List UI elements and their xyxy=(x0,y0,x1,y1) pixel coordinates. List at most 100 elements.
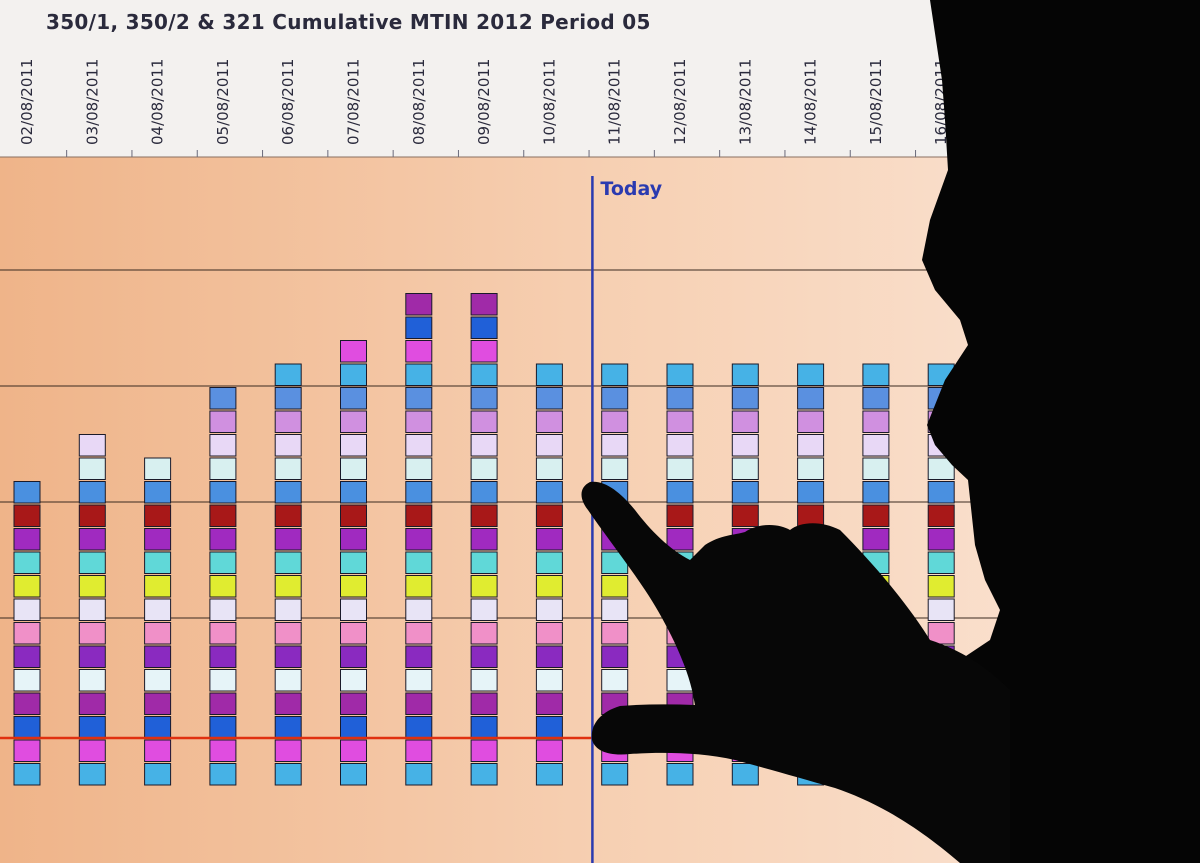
bar-segment xyxy=(797,457,825,480)
bar-segment xyxy=(340,387,367,410)
bar-segment xyxy=(927,434,955,457)
bar-segment xyxy=(405,551,433,574)
bar-segment xyxy=(535,669,563,692)
bar-segment xyxy=(144,622,172,645)
bar-segment xyxy=(78,739,106,762)
bar-segment xyxy=(470,645,498,668)
bar-segment xyxy=(340,598,367,621)
bar-segment xyxy=(731,387,759,410)
bar-segment xyxy=(927,716,955,739)
bar-segment xyxy=(209,481,237,504)
bar-segment xyxy=(13,692,41,715)
x-tick-label: 09/08/2011 xyxy=(475,59,493,145)
bar-segment xyxy=(797,410,825,433)
bar-segment xyxy=(78,598,106,621)
bar-04/08/2011 xyxy=(144,457,172,786)
bar-06/08/2011 xyxy=(274,363,302,786)
bar-09/08/2011 xyxy=(470,293,498,786)
bar-08/08/2011 xyxy=(405,293,433,786)
bar-segment xyxy=(601,410,629,433)
bar-segment xyxy=(927,410,955,433)
x-tick-label: 13/08/2011 xyxy=(736,59,754,145)
bar-segment xyxy=(144,645,172,668)
bar-segment xyxy=(405,622,433,645)
bar-segment xyxy=(666,716,694,739)
bar-segment xyxy=(927,363,955,386)
bar-segment xyxy=(340,622,367,645)
bar-segment xyxy=(731,692,759,715)
bar-segment xyxy=(405,434,433,457)
bar-segment xyxy=(405,387,433,410)
bar-segment xyxy=(405,598,433,621)
bar-segment xyxy=(601,457,629,480)
bar-segment xyxy=(666,622,694,645)
bar-segment xyxy=(274,434,302,457)
bar-segment xyxy=(797,575,825,598)
bar-segment xyxy=(601,739,629,762)
bar-segment xyxy=(470,692,498,715)
bar-segment xyxy=(405,528,433,551)
bar-segment xyxy=(209,410,237,433)
bar-segment xyxy=(666,363,694,386)
bar-segment xyxy=(470,293,498,316)
bar-segment xyxy=(13,551,41,574)
bar-segment xyxy=(274,716,302,739)
bar-segment xyxy=(209,551,237,574)
bar-segment xyxy=(601,763,629,786)
bar-segment xyxy=(535,387,563,410)
bar-segment xyxy=(862,716,890,739)
bar-segment xyxy=(927,481,955,504)
x-tick-label: 04/08/2011 xyxy=(149,59,167,145)
bar-segment xyxy=(535,434,563,457)
bar-segment xyxy=(209,434,237,457)
bar-segment xyxy=(78,504,106,527)
x-tick-label: 02/08/2011 xyxy=(18,59,36,145)
bar-segment xyxy=(731,739,759,762)
bar-segment xyxy=(535,457,563,480)
bar-segment xyxy=(601,575,629,598)
x-tick-label: 12/08/2011 xyxy=(671,59,689,145)
bar-segment xyxy=(862,692,890,715)
bar-segment xyxy=(927,763,955,786)
bar-segment xyxy=(78,645,106,668)
bar-segment xyxy=(209,763,237,786)
bar-segment xyxy=(862,739,890,762)
bar-segment xyxy=(209,575,237,598)
x-tick-label: 11/08/2011 xyxy=(606,59,624,145)
x-axis: 02/08/2011 03/08/2011 04/08/2011 05/08/2011… xyxy=(18,59,982,157)
bar-segment xyxy=(470,363,498,386)
bar-segment xyxy=(535,363,563,386)
x-tick-label: 07/08/2011 xyxy=(345,59,363,145)
bar-segment xyxy=(601,622,629,645)
bar-segment xyxy=(405,739,433,762)
bar-segment xyxy=(470,575,498,598)
bar-segment xyxy=(405,363,433,386)
bar-segment xyxy=(78,716,106,739)
bar-segment xyxy=(209,457,237,480)
bar-segment xyxy=(209,739,237,762)
x-tick-label: 16/08/2011 xyxy=(932,59,950,145)
bar-segment xyxy=(340,551,367,574)
bar-segment xyxy=(209,622,237,645)
bar-segment xyxy=(274,692,302,715)
bar-segment xyxy=(470,434,498,457)
bar-segment xyxy=(13,739,41,762)
bar-segment xyxy=(862,575,890,598)
bar-segment xyxy=(144,692,172,715)
bar-segment xyxy=(144,457,172,480)
bar-segment xyxy=(797,669,825,692)
bar-segment xyxy=(144,716,172,739)
bar-segment xyxy=(862,504,890,527)
x-tick-label: 03/08/2011 xyxy=(83,59,101,145)
bar-segment xyxy=(797,551,825,574)
bar-segment xyxy=(470,387,498,410)
bar-segment xyxy=(535,528,563,551)
bars xyxy=(13,293,955,786)
bar-segment xyxy=(862,363,890,386)
bar-segment xyxy=(78,457,106,480)
bar-segment xyxy=(405,716,433,739)
bar-segment xyxy=(144,551,172,574)
bar-segment xyxy=(731,434,759,457)
bar-segment xyxy=(209,669,237,692)
